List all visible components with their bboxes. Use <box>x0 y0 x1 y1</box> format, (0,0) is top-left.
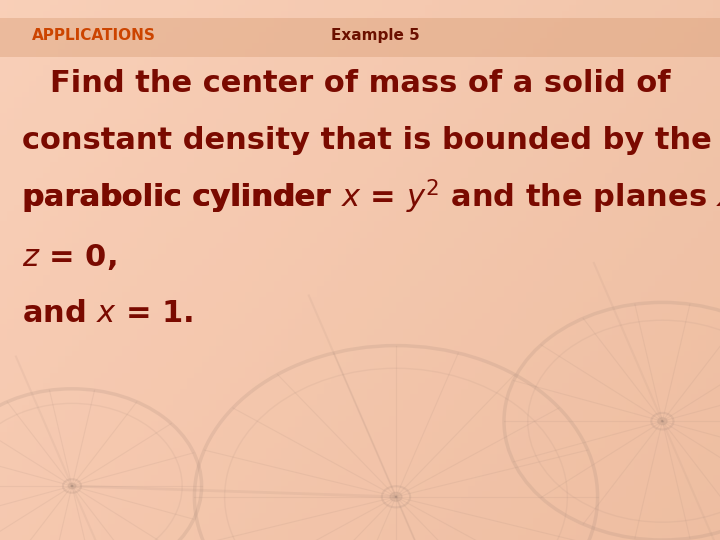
Text: constant density that is bounded by the: constant density that is bounded by the <box>22 126 711 155</box>
Text: parabolic cylinder: parabolic cylinder <box>22 183 340 212</box>
Text: and $\it{x}$ = 1.: and $\it{x}$ = 1. <box>22 299 193 328</box>
Text: APPLICATIONS: APPLICATIONS <box>32 28 156 43</box>
Bar <box>0 18 720 57</box>
Text: $\it{z}$ = 0,: $\it{z}$ = 0, <box>22 241 116 272</box>
Text: parabolic cylinder $\it{x}$ = $\it{y}^2$ and the planes $\it{x}$ = $\it{z}$,: parabolic cylinder $\it{x}$ = $\it{y}^2$… <box>22 178 720 217</box>
Text: Example 5: Example 5 <box>331 28 420 43</box>
Circle shape <box>68 483 76 489</box>
Circle shape <box>390 492 402 501</box>
Text: Find the center of mass of a solid of: Find the center of mass of a solid of <box>50 69 671 98</box>
Circle shape <box>657 417 667 425</box>
